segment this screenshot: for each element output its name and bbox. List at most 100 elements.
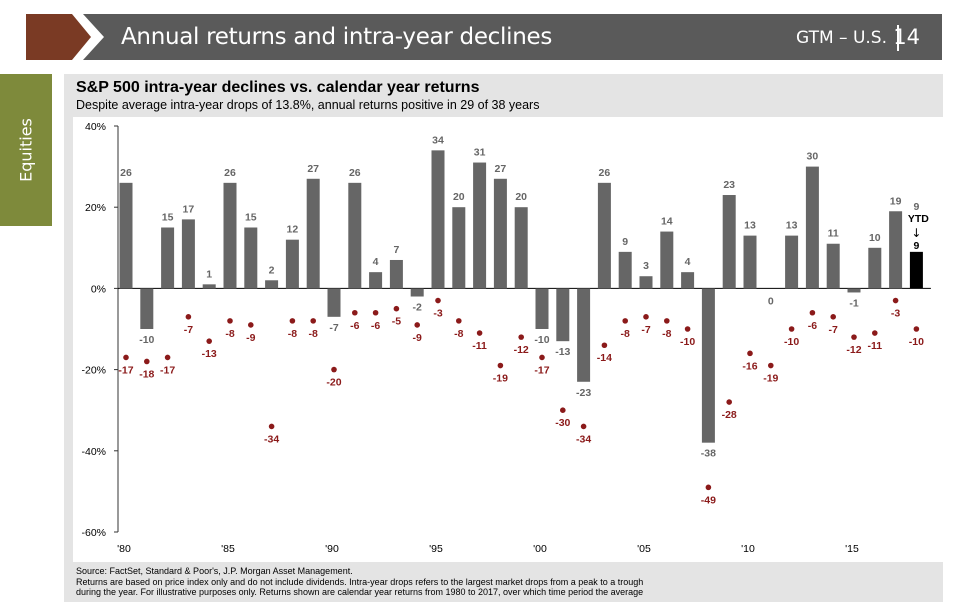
decline-label: -6 xyxy=(350,320,359,332)
decline-label: -8 xyxy=(621,328,630,340)
decline-label: -8 xyxy=(225,328,234,340)
decline-label: -10 xyxy=(680,336,695,348)
decline-label: -8 xyxy=(454,328,463,340)
return-label: 13 xyxy=(744,220,756,232)
decline-dot xyxy=(851,334,857,340)
return-bar xyxy=(369,272,383,289)
return-label: 2 xyxy=(269,264,275,276)
return-bar xyxy=(244,227,258,289)
return-bar xyxy=(577,288,591,382)
decline-dot xyxy=(435,297,441,304)
return-label: 19 xyxy=(890,195,902,207)
decline-dot xyxy=(664,318,670,324)
decline-dot xyxy=(144,358,150,365)
decline-label: -17 xyxy=(160,364,175,376)
return-bar xyxy=(639,276,653,289)
y-tick-label: -20% xyxy=(81,365,106,377)
decline-label: -34 xyxy=(264,433,279,445)
decline-dot xyxy=(518,334,524,340)
header-arrow-icon xyxy=(26,14,91,60)
return-bar xyxy=(597,182,611,289)
decline-dot xyxy=(788,326,795,332)
decline-label: -8 xyxy=(662,328,671,340)
decline-dot xyxy=(310,318,316,324)
return-bar xyxy=(535,288,549,329)
return-bar xyxy=(431,150,445,289)
return-label: 17 xyxy=(183,203,195,215)
decline-label: -14 xyxy=(597,352,612,364)
decline-label: -19 xyxy=(493,373,508,385)
decline-dot xyxy=(747,350,753,357)
return-label: -10 xyxy=(534,334,549,346)
header-banner-bar xyxy=(83,14,942,60)
decline-dot xyxy=(830,314,836,320)
decline-dot xyxy=(476,330,483,336)
return-label: 11 xyxy=(828,228,839,240)
decline-dot xyxy=(227,318,233,324)
decline-dot xyxy=(268,423,275,430)
return-label: 31 xyxy=(474,147,486,159)
return-bar xyxy=(389,259,403,289)
return-bar xyxy=(847,288,861,293)
decline-dot xyxy=(123,354,129,361)
return-bar xyxy=(452,207,466,289)
x-tick-label: '00 xyxy=(533,543,547,555)
header-banner: Annual returns and intra-year declines G… xyxy=(0,0,965,74)
decline-label: -9 xyxy=(246,332,255,344)
return-bar xyxy=(556,288,570,342)
decline-dot xyxy=(185,314,192,320)
decline-dot xyxy=(331,366,337,373)
section-tab: Equities xyxy=(0,74,52,226)
return-label: -38 xyxy=(701,448,716,460)
x-tick-label: '90 xyxy=(325,543,339,555)
return-bar xyxy=(181,219,195,289)
decline-dot xyxy=(164,354,171,361)
decline-label: -7 xyxy=(184,324,193,336)
return-bar xyxy=(119,182,133,289)
return-label: -10 xyxy=(139,334,154,346)
decline-dot xyxy=(768,362,774,369)
return-label: 23 xyxy=(723,179,735,191)
return-bar xyxy=(868,247,882,289)
return-label: -1 xyxy=(849,297,858,309)
decline-dot xyxy=(726,399,732,405)
return-label: 27 xyxy=(495,163,507,175)
return-label: 14 xyxy=(661,216,673,228)
decline-dot xyxy=(580,423,587,430)
ytd-arrow-icon: ↓ xyxy=(911,226,921,240)
return-bar xyxy=(889,211,903,289)
gtm-label: GTM – U.S. xyxy=(796,28,887,48)
return-bar xyxy=(140,288,154,329)
decline-dot xyxy=(705,484,712,491)
return-bar xyxy=(722,195,736,289)
decline-dot xyxy=(206,338,212,344)
return-bar xyxy=(743,235,757,289)
return-label: -13 xyxy=(555,346,570,358)
return-label: 26 xyxy=(599,167,611,179)
return-bar xyxy=(327,288,341,317)
return-bar xyxy=(306,178,320,289)
source-line: Source: FactSet, Standard & Poor's, J.P.… xyxy=(76,566,353,576)
decline-label: -9 xyxy=(413,332,422,344)
decline-label: -49 xyxy=(701,494,716,506)
return-bar xyxy=(909,251,923,289)
ytd-value-label: 9 xyxy=(913,240,919,252)
decline-dot xyxy=(539,354,545,361)
x-tick-label: '10 xyxy=(741,543,755,555)
decline-label: -8 xyxy=(309,328,318,340)
decline-label: -12 xyxy=(846,344,861,356)
chart-area: 40% 20% 0% -20% -40% -60% '80 '85 '90 '95 '00 '05 '1… xyxy=(73,117,943,562)
y-tick-label: 40% xyxy=(85,121,106,133)
decline-label: -30 xyxy=(555,417,570,429)
page-title: Annual returns and intra-year declines xyxy=(121,24,553,50)
decline-label: -16 xyxy=(742,360,757,372)
chart-svg: 40% 20% 0% -20% -40% -60% '80 '85 '90 '95 '00 '05 '1… xyxy=(81,121,931,555)
header-graphic xyxy=(26,14,942,60)
return-bar xyxy=(348,182,362,289)
return-bar xyxy=(681,272,695,289)
return-label: 12 xyxy=(287,224,299,236)
return-bar xyxy=(161,227,175,289)
return-label: 7 xyxy=(393,244,399,256)
decline-label: -6 xyxy=(808,320,817,332)
decline-dot xyxy=(560,407,566,414)
